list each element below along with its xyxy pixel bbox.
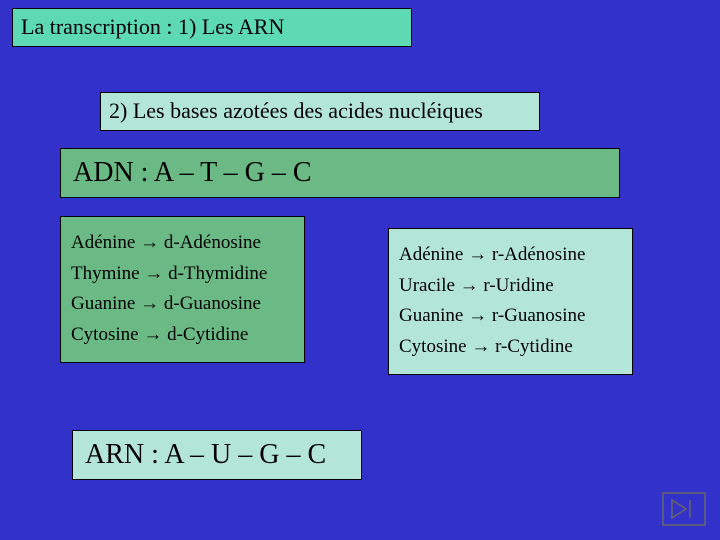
- nucleoside-name: r-Adénosine: [492, 244, 586, 265]
- base-name: Cytosine: [71, 324, 139, 345]
- arrow-icon: →: [140, 232, 159, 253]
- nucleoside-name: d-Cytidine: [167, 324, 248, 345]
- arrow-icon: →: [460, 275, 479, 296]
- nucleoside-name: r-Uridine: [483, 275, 553, 296]
- base-name: Guanine: [399, 305, 463, 326]
- nucleoside-name: d-Adénosine: [164, 232, 261, 253]
- base-name: Guanine: [71, 293, 135, 314]
- nucleoside-name: d-Guanosine: [164, 293, 261, 314]
- play-forward-icon: [662, 492, 706, 526]
- base-name: Uracile: [399, 275, 455, 296]
- list-item: Guanine → r-Guanosine: [399, 304, 622, 329]
- section-title-2: 2) Les bases azotées des acides nucléiqu…: [100, 92, 540, 131]
- adn-heading: ADN : A – T – G – C: [60, 148, 620, 198]
- list-item: Thymine → d-Thymidine: [71, 262, 294, 287]
- list-item: Cytosine → r-Cytidine: [399, 335, 622, 360]
- arrow-icon: →: [468, 244, 487, 265]
- arrow-icon: →: [143, 324, 162, 345]
- nucleoside-name: d-Thymidine: [168, 263, 267, 284]
- list-item: Uracile → r-Uridine: [399, 274, 622, 299]
- list-item: Cytosine → d-Cytidine: [71, 323, 294, 348]
- arn-heading: ARN : A – U – G – C: [72, 430, 362, 480]
- arrow-icon: →: [144, 263, 163, 284]
- arrow-icon: →: [468, 305, 487, 326]
- list-item: Adénine → d-Adénosine: [71, 231, 294, 256]
- arrow-icon: →: [140, 293, 159, 314]
- base-name: Thymine: [71, 263, 140, 284]
- base-name: Adénine: [399, 244, 463, 265]
- base-name: Cytosine: [399, 336, 467, 357]
- base-name: Adénine: [71, 232, 135, 253]
- dna-nucleoside-list: Adénine → d-Adénosine Thymine → d-Thymid…: [60, 216, 305, 363]
- list-item: Guanine → d-Guanosine: [71, 292, 294, 317]
- next-slide-button[interactable]: [662, 492, 706, 526]
- nucleoside-name: r-Cytidine: [495, 336, 573, 357]
- section-title-1: La transcription : 1) Les ARN: [12, 8, 412, 47]
- nucleoside-name: r-Guanosine: [492, 305, 586, 326]
- rna-nucleoside-list: Adénine → r-Adénosine Uracile → r-Uridin…: [388, 228, 633, 375]
- list-item: Adénine → r-Adénosine: [399, 243, 622, 268]
- arrow-icon: →: [471, 336, 490, 357]
